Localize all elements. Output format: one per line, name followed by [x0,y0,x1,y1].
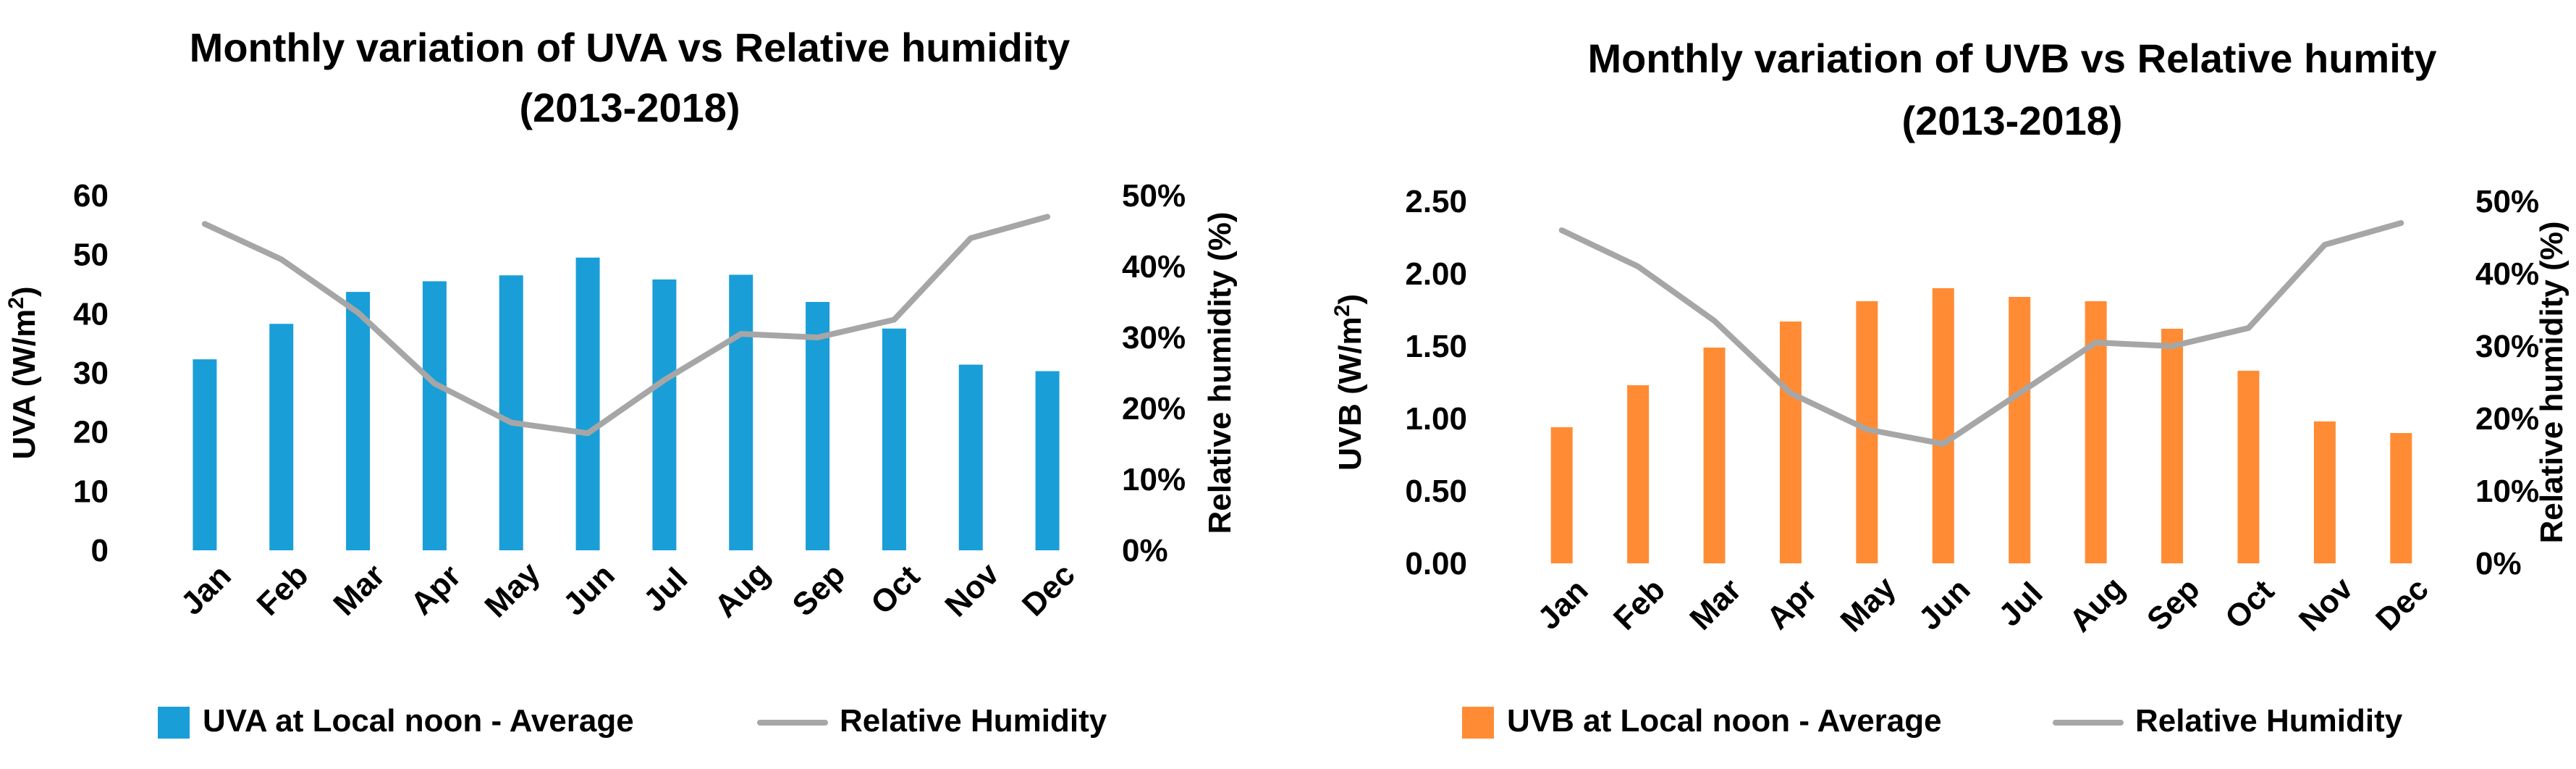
bar-mar [1703,348,1726,563]
y-tick-label: 0.50 [1405,474,1467,509]
x-tick-label-aug: Aug [708,555,777,624]
x-tick-label-apr: Apr [1760,573,1824,636]
x-tick-label-nov: Nov [938,556,1006,624]
y-tick-label: 20 [73,415,109,450]
uvb-chart-panel: Monthly variation of UVB vs Relative hum… [1288,0,2576,769]
bar-mar [346,292,371,550]
y-tick-label: 0 [91,533,109,568]
bar-dec [2390,433,2412,563]
y2-tick-label: 10% [1122,462,1186,497]
bar-nov [2313,421,2336,563]
bar-jan [1550,427,1573,563]
x-tick-label-dec: Dec [2369,571,2436,638]
bar-feb [269,324,294,550]
y-tick-label: 2.00 [1405,256,1467,292]
x-tick-label-oct: Oct [2218,573,2281,636]
bar-oct [882,328,906,550]
bar-aug [729,274,753,550]
legend-bar-label: UVA at Local noon - Average [203,703,634,739]
bar-dec [1035,371,1060,550]
humidity-line [1558,220,2404,447]
y2-tick-label: 0% [1122,533,1168,568]
x-tick-label-jun: Jun [557,558,622,623]
y-axis-title: UVB (W/m2) [1330,294,1368,471]
legend: UVA at Local noon - Average Relative Humi… [158,703,1107,739]
x-tick-label-dec: Dec [1015,557,1082,623]
y2-tick-label: 20% [1122,391,1186,426]
y2-tick-label: 50% [2475,184,2539,219]
chart-title: Monthly variation of UVB vs Relative hum… [1587,35,2436,81]
plot-area: 0 10 20 30 40 50 60 0% 10% 20% 30% 40% 50% UVA (W/m2)… [4,178,1238,624]
x-tick-label-may: May [1834,570,1904,639]
y2-axis-title: Relative humidity (%) [2534,222,2569,544]
y2-tick-label: 0% [2475,546,2522,581]
x-tick-label-jan: Jan [174,558,238,622]
legend-line-label: Relative Humidity [2135,703,2403,739]
x-tick-label-oct: Oct [864,558,927,621]
x-tick-label-mar: Mar [326,558,392,623]
y2-tick-label: 10% [2475,474,2539,509]
uva-chart-panel: Monthly variation of UVA vs Relative hum… [4,25,1238,739]
y2-tick-label: 40% [1122,249,1186,285]
y-tick-label: 10 [73,474,109,509]
bar-apr [422,281,447,550]
x-tick-label-nov: Nov [2292,571,2360,639]
bar-jul [652,279,677,550]
y-axis-title: UVA (W/m2) [4,286,42,459]
y-tick-label: 60 [73,178,109,214]
x-tick-label-mar: Mar [1683,572,1748,637]
x-tick-label-sep: Sep [2140,571,2207,638]
uvb-chart: Monthly variation of UVB vs Relative hum… [1330,35,2569,739]
y2-tick-label: 30% [1122,320,1186,356]
bar-jun [575,257,600,550]
bar-oct [2237,371,2260,563]
y-tick-label: 1.50 [1405,329,1467,364]
x-tick-label-sep: Sep [785,557,852,623]
plot-area: 0.00 0.50 1.00 1.50 2.00 2.50 0% 10% 20% 30% 40% 50… [1330,184,2569,639]
x-tick-label-jun: Jun [1912,572,1977,637]
chart-title: Monthly variation of UVA vs Relative hum… [190,25,1070,70]
x-tick-label-jul: Jul [1992,576,2050,634]
y2-tick-label: 30% [2475,329,2539,364]
bar-apr [1779,322,1802,563]
x-tick-label-may: May [478,555,547,625]
bar-feb [1627,385,1650,563]
y-tick-label: 30 [73,356,109,391]
chart-subtitle: (2013-2018) [519,85,740,130]
bar-sep [806,302,830,550]
x-tick-label-feb: Feb [1607,572,1672,637]
x-tick-label-feb: Feb [250,558,316,623]
x-tick-label-apr: Apr [404,558,468,622]
y2-axis-title: Relative humidity (%) [1202,212,1238,534]
y-tick-label: 40 [73,296,109,332]
x-tick-label-jul: Jul [637,561,695,619]
y-tick-label: 2.50 [1405,184,1467,219]
y2-tick-label: 50% [1122,178,1186,214]
bar-jul [2009,297,2031,563]
y-tick-label: 1.00 [1405,401,1467,437]
bar-may [499,275,523,550]
legend-line-label: Relative Humidity [840,703,1107,739]
y2-tick-label: 40% [2475,256,2539,292]
bar-jan [193,359,217,550]
uva-chart: Monthly variation of UVA vs Relative hum… [4,25,1238,739]
legend: UVB at Local noon - Average Relative Humi… [1462,703,2403,739]
legend-bar-swatch [158,707,190,739]
x-tick-label-aug: Aug [2063,570,2132,639]
humidity-line [201,214,1051,437]
legend-bar-swatch [1462,707,1494,739]
y2-tick-label: 20% [2475,401,2539,437]
chart-subtitle: (2013-2018) [1901,98,2122,143]
bar-sep [2161,329,2184,563]
x-tick-label-jan: Jan [1531,573,1595,636]
bar-jun [1932,288,1954,563]
y-tick-label: 50 [73,238,109,273]
y-tick-label: 0.00 [1405,546,1467,581]
bar-nov [958,364,983,550]
legend-bar-label: UVB at Local noon - Average [1507,703,1942,739]
